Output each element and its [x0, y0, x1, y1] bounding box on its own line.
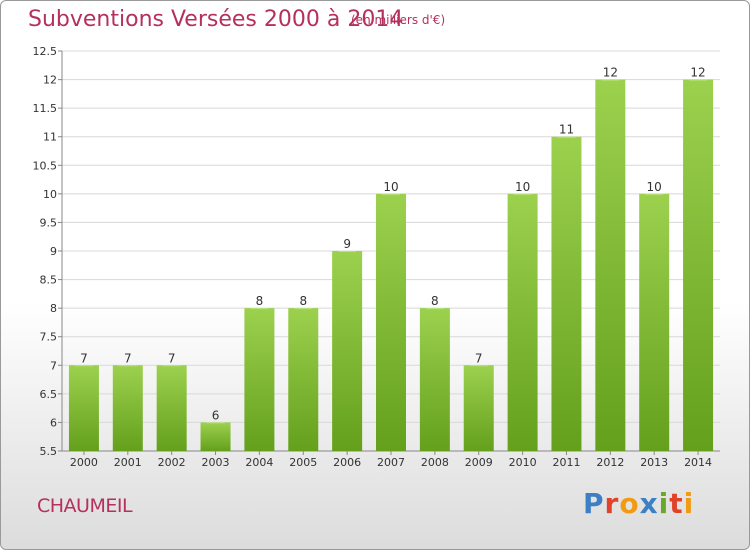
- y-tick-label: 10.5: [33, 159, 58, 172]
- x-tick-label: 2000: [70, 456, 98, 469]
- bar: [595, 79, 626, 452]
- y-tick-label: 12.5: [33, 45, 58, 58]
- y-tick-label: 7.5: [40, 331, 58, 344]
- data-label: 7: [168, 351, 176, 365]
- logo-letter: x: [639, 487, 659, 520]
- data-label: 8: [256, 294, 264, 308]
- x-tick-label: 2009: [465, 456, 493, 469]
- bar: [551, 136, 582, 451]
- data-label: 9: [343, 237, 351, 251]
- bar: [244, 308, 275, 451]
- x-tick-label: 2013: [640, 456, 668, 469]
- y-tick-label: 12: [43, 74, 57, 87]
- x-tick-label: 2002: [158, 456, 186, 469]
- x-tick-label: 2007: [377, 456, 405, 469]
- data-label: 8: [431, 294, 439, 308]
- bar: [376, 193, 406, 451]
- y-tick-label: 9: [50, 245, 57, 258]
- bar: [112, 365, 143, 451]
- x-tick-label: 2012: [596, 456, 624, 469]
- x-tick-label: 2014: [684, 456, 712, 469]
- x-tick-label: 2008: [421, 456, 449, 469]
- bar: [639, 193, 670, 451]
- y-tick-label: 11: [43, 131, 57, 144]
- y-tick-label: 11.5: [33, 102, 58, 115]
- x-tick-label: 2010: [509, 456, 537, 469]
- y-tick-label: 6: [50, 416, 57, 429]
- bar: [288, 308, 319, 451]
- data-label: 7: [124, 351, 132, 365]
- logo-letter: i: [658, 487, 670, 520]
- data-label: 6: [212, 408, 220, 422]
- y-tick-label: 9.5: [40, 216, 58, 229]
- data-label: 10: [383, 180, 398, 194]
- data-label: 12: [690, 66, 705, 80]
- x-tick-label: 2004: [245, 456, 273, 469]
- y-tick-label: 7: [50, 359, 57, 372]
- bar: [332, 251, 363, 451]
- x-tick-label: 2001: [114, 456, 142, 469]
- logo-letter: o: [619, 487, 640, 520]
- y-tick-label: 8: [50, 302, 57, 315]
- data-label: 8: [299, 294, 307, 308]
- bar: [68, 365, 99, 451]
- data-label: 10: [647, 180, 662, 194]
- data-label: 7: [475, 351, 483, 365]
- logo-letter: t: [669, 487, 684, 520]
- commune-name: CHAUMEIL: [37, 495, 133, 517]
- chart-unit-note: (en milliers d'€): [351, 13, 446, 27]
- y-tick-label: 10: [43, 188, 57, 201]
- chart-title: Subventions Versées 2000 à 2014: [28, 7, 404, 32]
- bar: [463, 365, 494, 451]
- x-tick-label: 2011: [552, 456, 580, 469]
- data-label: 10: [515, 180, 530, 194]
- bar: [507, 193, 538, 451]
- bar-chart: 5.5 6 6.5 7 7.5 8 8.5 9 9.5 10 10.5 11 11.5 12 12.5 7 20…: [33, 45, 720, 469]
- x-tick-label: 2003: [202, 456, 230, 469]
- logo-letter: r: [604, 487, 620, 520]
- bar: [156, 365, 187, 451]
- x-tick-label: 2006: [333, 456, 361, 469]
- logo-letter: P: [583, 487, 605, 520]
- data-label: 7: [80, 351, 88, 365]
- data-label: 12: [603, 66, 618, 80]
- data-label: 11: [559, 123, 574, 137]
- bar: [200, 422, 231, 451]
- x-tick-label: 2005: [289, 456, 317, 469]
- proxiti-logo: Proxiti: [583, 487, 694, 520]
- y-tick-label: 5.5: [40, 445, 58, 458]
- bar: [683, 79, 714, 452]
- bar: [419, 308, 450, 451]
- y-tick-label: 6.5: [40, 388, 58, 401]
- y-tick-label: 8.5: [40, 274, 58, 287]
- logo-letter: i: [683, 487, 695, 520]
